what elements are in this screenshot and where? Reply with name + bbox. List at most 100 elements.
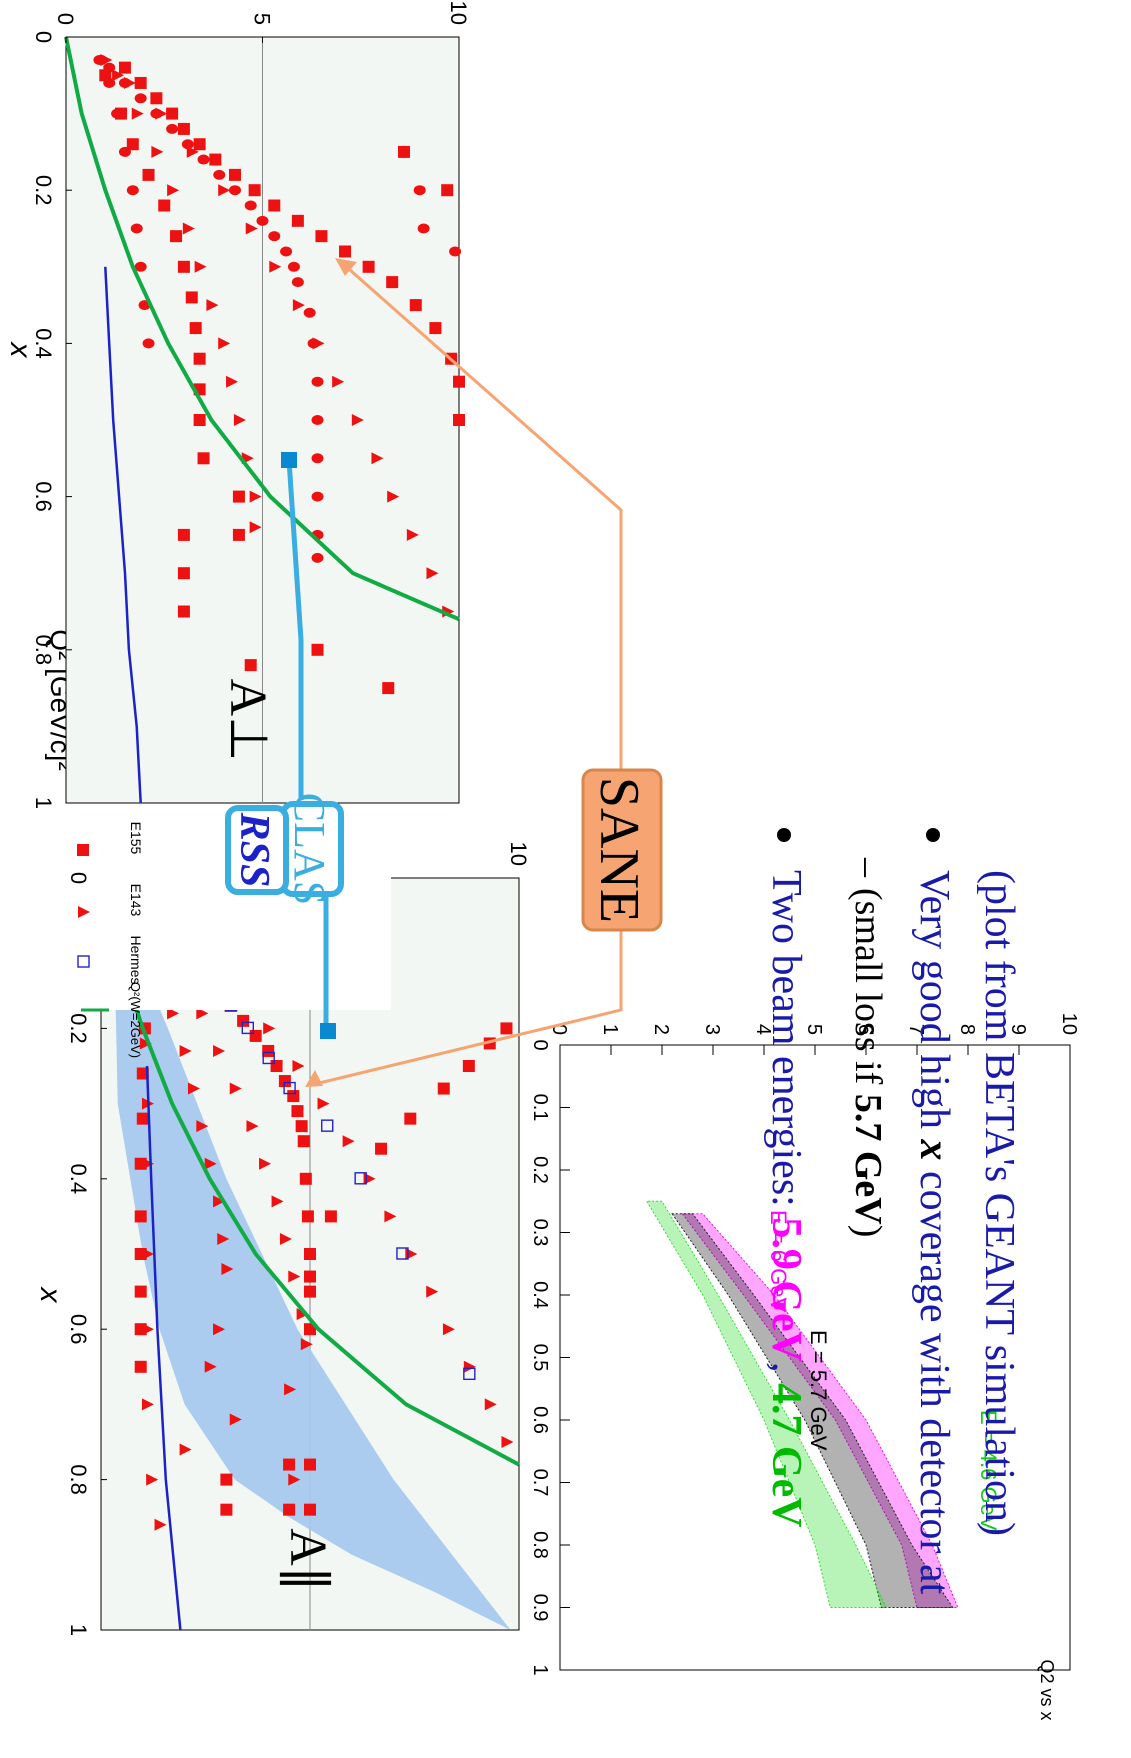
- c3-y-tick-label-8: 8: [956, 1024, 978, 1035]
- c3-x-tick-label-2: 0.2: [529, 1156, 551, 1184]
- point-2-11: [321, 1119, 334, 1132]
- point-1-21: [194, 260, 207, 273]
- point-0-24: [158, 199, 171, 212]
- point-0-16: [297, 1135, 310, 1148]
- point-1-22: [246, 1120, 259, 1133]
- legend-e143-label: E143: [128, 884, 144, 917]
- bullet-dot-1: [777, 828, 791, 842]
- point-0-35: [177, 605, 190, 618]
- bullet-dot-2: [926, 828, 940, 842]
- chart2-axes: 00.20.40.60.810 5 10: [31, 1, 471, 810]
- chart3-label-e46: E = 4.6 GeV: [976, 1410, 1001, 1531]
- point-1-55: [288, 1473, 301, 1486]
- x-tick-label-4: 0.8: [31, 635, 56, 666]
- point-0-21: [304, 1323, 316, 1336]
- point-0-18: [453, 375, 465, 388]
- point-0-5: [193, 138, 206, 151]
- point-1-19: [196, 1007, 209, 1020]
- point-1-22: [206, 299, 219, 312]
- point-0-10: [291, 214, 304, 227]
- point-1-15: [501, 1436, 514, 1448]
- c3-y-tick-label-6: 6: [854, 1024, 876, 1035]
- point-1-36: [204, 1157, 217, 1170]
- clas-endpoint: [320, 1023, 336, 1039]
- chart3-xlabel: Q2 vs x: [1037, 1659, 1057, 1720]
- point-1-23: [218, 337, 231, 350]
- point-1-20: [213, 1044, 226, 1057]
- point-2-34: [449, 246, 462, 257]
- point-0-0: [118, 61, 131, 74]
- bullet-1-sub-dash: –: [847, 857, 889, 878]
- point-0-22: [126, 138, 139, 151]
- c3-x-tick-label-10: 1: [529, 1664, 551, 1675]
- point-0-27: [375, 1142, 388, 1155]
- point-1-4: [218, 184, 231, 197]
- point-1-38: [217, 1232, 230, 1245]
- chart2-series: [64, 36, 465, 804]
- x-tick-label-5: 1: [66, 1624, 91, 1636]
- point-0-40: [311, 643, 324, 656]
- c3-y-tick-label-9: 9: [1007, 1024, 1029, 1035]
- point-1-50: [213, 1323, 226, 1336]
- point-2-11: [268, 231, 281, 242]
- series-e143-circle: [93, 54, 462, 563]
- point-0-36: [232, 490, 245, 503]
- x-tick-label-0: 0: [31, 31, 56, 43]
- point-1-44: [141, 1157, 154, 1170]
- point-1-13: [406, 528, 419, 541]
- chart2-xlabel: x: [4, 341, 37, 359]
- chart3-bands: [645, 1200, 959, 1608]
- point-1-9: [332, 375, 345, 388]
- point-0-34: [220, 1473, 233, 1486]
- point-0-31: [304, 1503, 316, 1516]
- point-0-12: [278, 1075, 291, 1088]
- bullet-1-energy-1: 5.9 GeV: [763, 1217, 809, 1362]
- point-2-13: [287, 261, 300, 272]
- point-2-14: [291, 277, 304, 288]
- point-0-16: [429, 322, 442, 335]
- point-0-20: [304, 1285, 316, 1298]
- point-1-19: [167, 184, 180, 197]
- point-0-17: [299, 1172, 312, 1185]
- point-0-25: [437, 1082, 450, 1095]
- point-2-31: [142, 338, 155, 349]
- point-1-16: [112, 69, 125, 82]
- series-sane: [104, 266, 142, 804]
- c3-x-tick-label-0: 0: [529, 1039, 551, 1050]
- legend-curve-label: Q²(W=2GeV): [128, 982, 143, 1058]
- legend-e143-marker: [78, 906, 90, 918]
- c3-x-tick-label-7: 0.7: [529, 1469, 551, 1497]
- point-2-15: [303, 307, 316, 318]
- point-2-8: [228, 185, 241, 196]
- point-1-10: [351, 414, 364, 426]
- c3-x-tick-label-4: 0.4: [529, 1281, 551, 1309]
- point-0-10: [262, 1044, 275, 1057]
- point-1-25: [233, 414, 246, 426]
- bullet-1: Two beam energies: 5.9 GeV, 4.7 GeV: [763, 870, 809, 1528]
- x-tick-label-0: 0: [66, 872, 91, 884]
- point-0-33: [283, 1503, 296, 1516]
- point-1-54: [179, 1443, 192, 1456]
- bullet-2-text-2: coverage with detector at: [911, 1160, 957, 1594]
- point-2-19: [311, 453, 324, 464]
- sane-connector-perp: [340, 260, 623, 780]
- point-2-13: [396, 1247, 409, 1260]
- chart-beta-simulation: 00.10.20.30.40.50.60.70.80.910 1 2 3 4 5 6 7 8 9 1…: [529, 1013, 1131, 1758]
- x-tick-label-1: 0.2: [66, 1013, 91, 1044]
- point-1-24: [226, 375, 239, 388]
- point-1-49: [154, 1518, 167, 1531]
- line-4: [145, 1065, 182, 1631]
- series-q-w-2gev-: [64, 36, 460, 622]
- point-0-19: [304, 1248, 316, 1260]
- bullet-1-sub: (small loss if 5.7 GeV): [847, 888, 889, 1237]
- point-2-20: [311, 491, 324, 502]
- point-0-18: [301, 1210, 314, 1223]
- point-1-53: [229, 1413, 242, 1426]
- c3-x-tick-label-8: 0.8: [529, 1531, 551, 1559]
- point-1-7: [342, 1135, 355, 1148]
- legend-hermes-label: Hermes: [128, 935, 144, 984]
- point-1-28: [249, 521, 262, 534]
- c3-y-tick-label-4: 4: [752, 1024, 774, 1035]
- point-0-32: [197, 452, 210, 465]
- point-1-42: [139, 1037, 152, 1050]
